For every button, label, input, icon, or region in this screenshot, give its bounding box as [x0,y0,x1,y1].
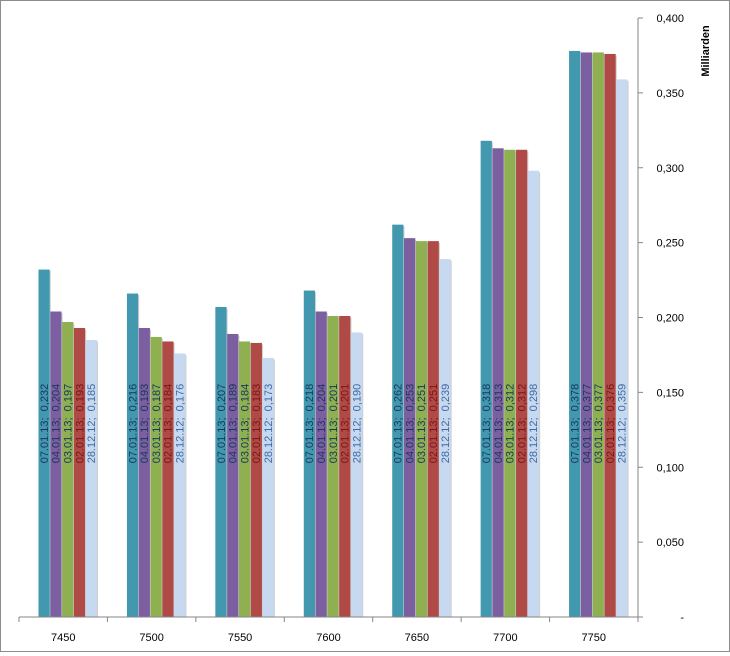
data-label: 03.01.13; 0,197 [63,384,75,464]
x-tick-label: 7600 [316,632,340,644]
data-label: 02.01.13; 0,251 [428,384,440,464]
data-label: 28.12.12; 0,173 [263,384,275,464]
data-label: 04.01.13; 0,189 [228,384,240,464]
data-label: 04.01.13; 0,253 [404,384,416,464]
data-label: 03.01.13; 0,377 [593,384,605,464]
bar [150,336,162,617]
x-tick-label: 7750 [582,632,606,644]
data-label: 02.01.13; 0,312 [516,384,528,464]
bar [227,333,239,617]
data-label: 03.01.13; 0,251 [416,384,428,464]
y-tick-label: - [680,612,684,624]
data-label: 28.12.12; 0,298 [528,384,540,464]
data-label: 07.01.13; 0,207 [216,384,228,464]
bar [504,149,516,617]
data-label: 28.12.12; 0,185 [86,384,98,464]
data-label: 04.01.13; 0,377 [581,384,593,464]
y-tick-label: 0,400 [656,13,684,25]
bar [404,238,416,617]
data-label: 28.12.12; 0,239 [440,384,452,464]
data-label: 28.12.12; 0,190 [351,384,363,464]
y-tick-label: 0,300 [656,163,684,175]
y-tick-label: 0,200 [656,313,684,325]
bar [427,241,439,617]
x-tick-label: 7700 [493,632,517,644]
bar [85,339,97,617]
bar [580,52,593,617]
bar [569,50,581,617]
data-label: 07.01.13; 0,216 [127,384,139,464]
bar [327,316,339,617]
bar [339,316,351,617]
bar [238,341,251,617]
x-tick-label: 7500 [139,632,163,644]
bar [516,149,528,617]
bar [38,269,50,617]
bar [126,293,139,617]
y-tick-label: 0,350 [656,88,684,100]
bar [138,327,150,617]
bars-layer [38,50,629,618]
data-label: 04.01.13; 0,193 [139,384,151,464]
data-label: 04.01.13; 0,204 [316,384,328,464]
bar [616,79,628,617]
x-tick-label: 7550 [228,632,252,644]
data-label: 03.01.13; 0,184 [239,384,251,464]
data-label: 07.01.13; 0,262 [393,384,405,464]
y-axis-label: Milliarden [700,25,712,77]
y-tick-label: 0,100 [656,462,684,474]
data-label: 07.01.13; 0,232 [39,384,51,464]
y-tick-label: 0,150 [656,387,684,399]
x-tick-label: 7650 [405,632,429,644]
bar [250,342,262,617]
x-tick-label: 7450 [51,632,75,644]
data-label: 04.01.13; 0,313 [493,384,505,464]
bar [592,52,604,617]
bar [392,224,404,617]
data-label: 07.01.13; 0,318 [481,384,493,464]
data-label: 07.01.13; 0,218 [304,384,316,464]
data-label: 04.01.13; 0,204 [51,384,63,464]
bar [62,321,74,617]
bar [415,241,428,617]
data-label: 03.01.13; 0,187 [151,384,163,464]
data-label: 02.01.13; 0,184 [163,384,175,464]
bar [162,341,174,617]
data-label: 07.01.13; 0,378 [570,384,582,464]
data-label: 28.12.12; 0,359 [617,384,629,464]
bar [439,259,451,617]
bar [480,140,492,618]
y-tick-label: 0,050 [656,537,684,549]
axes-layer: 7450 7500 7550 7600 7650 7700 7750 - 0,050 0,100 0… [18,13,684,644]
bar [50,311,62,617]
data-label: 02.01.13; 0,193 [74,384,86,464]
data-labels-layer: 07.01.13; 0,232 04.01.13; 0,204 03.01.13; … [39,384,629,464]
bar [262,357,274,617]
data-label: 03.01.13; 0,312 [505,384,517,464]
data-label: 02.01.13; 0,376 [605,384,617,464]
bar [604,53,616,617]
data-label: 28.12.12; 0,176 [175,384,187,464]
data-label: 02.01.13; 0,183 [251,384,263,464]
data-label: 03.01.13; 0,201 [328,384,340,464]
data-label: 02.01.13; 0,201 [340,384,352,464]
bar [315,311,327,617]
bar [215,307,227,617]
bar [492,148,504,617]
bar [303,290,315,617]
y-tick-label: 0,250 [656,238,684,250]
bar [174,353,186,617]
bar [350,332,363,617]
bar [73,327,86,617]
bar [527,170,540,617]
